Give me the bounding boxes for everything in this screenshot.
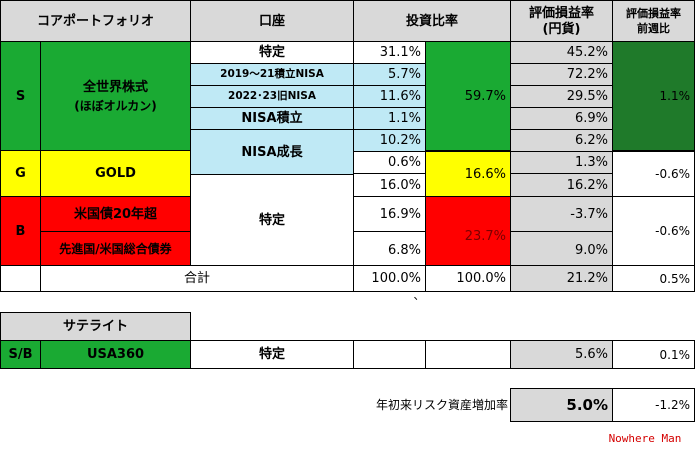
b-total-pct: 23.7%: [425, 196, 511, 266]
header-core: コアポートフォリオ: [0, 0, 191, 42]
s-account-nisa-2022: 2022･23旧NISA: [190, 85, 354, 108]
header-pnl-line1: 評価損益率: [528, 5, 594, 21]
risk-label: 年初来リスク資産増加率: [375, 398, 508, 412]
g-pnl-2: 16.2%: [510, 173, 613, 197]
satellite-account: 特定: [190, 340, 354, 369]
s-total-pct: 59.7%: [425, 41, 511, 151]
header-wow-line1: 評価損益率: [626, 7, 681, 20]
total-alloc-pct: 100.0%: [425, 265, 511, 292]
s-pnl-3: 29.5%: [510, 85, 613, 108]
satellite-header: サテライト: [0, 312, 191, 341]
b-asset-1-label: 米国債20年超: [73, 206, 158, 222]
b-pct-1: 16.9%: [353, 196, 426, 232]
s-pnl-5: 6.2%: [510, 129, 613, 152]
total-blank: [0, 265, 41, 292]
b-pnl-2: 9.0%: [510, 231, 613, 266]
satellite-code: S/B: [0, 340, 41, 369]
g-pct-1: 0.6%: [353, 151, 426, 174]
satellite-wow: 0.1%: [612, 340, 695, 369]
s-asset: 全世界株式 (ほぼオルカン): [40, 41, 191, 151]
b-wow: -0.6%: [612, 196, 695, 266]
s-asset-line1: 全世界株式: [82, 79, 148, 95]
satellite-alloc: [425, 340, 511, 369]
s-account-nisa-2019: 2019～21積立NISA: [190, 63, 354, 86]
risk-value: 5.0%: [510, 388, 613, 422]
total-pnl: 21.2%: [510, 265, 613, 292]
s-account-tokutei: 特定: [190, 41, 354, 64]
s-wow: 1.1%: [612, 41, 695, 151]
s-pnl-2: 72.2%: [510, 63, 613, 86]
g-code: G: [0, 150, 41, 197]
header-pnl-line2: (円貨): [542, 21, 581, 37]
satellite-pnl: 5.6%: [510, 340, 613, 369]
b-pnl-1: -3.7%: [510, 196, 613, 232]
header-pnl: 評価損益率 (円貨): [510, 0, 613, 42]
s-asset-line2: (ほぼオルカン): [74, 98, 157, 113]
gb-account-tokutei: 特定: [190, 174, 354, 266]
stray-mark: 、: [413, 288, 425, 302]
header-alloc: 投資比率: [353, 0, 511, 42]
s-pct-4: 1.1%: [353, 107, 426, 130]
b-code: B: [0, 196, 41, 266]
g-wow: -0.6%: [612, 151, 695, 197]
b-asset-2: 先進国/米国総合債券: [40, 231, 191, 266]
g-asset: GOLD: [40, 150, 191, 197]
s-pct-3: 11.6%: [353, 85, 426, 108]
s-pct-1: 31.1%: [353, 41, 426, 64]
s-account-nisa-tsumitate: NISA積立: [190, 107, 354, 130]
g-total-pct: 16.6%: [425, 151, 511, 197]
total-label: 合計: [40, 265, 354, 292]
header-wow: 評価損益率 前週比: [612, 0, 695, 42]
b-asset-1: 米国債20年超: [40, 196, 191, 232]
total-wow: 0.5%: [612, 265, 695, 292]
s-account-nisa-seicho: NISA成長: [190, 129, 354, 175]
s-pnl-4: 6.9%: [510, 107, 613, 130]
g-pnl-1: 1.3%: [510, 151, 613, 174]
g-pct-2: 16.0%: [353, 173, 426, 197]
satellite-asset: USA360: [40, 340, 191, 369]
s-code: S: [0, 41, 41, 151]
b-pct-2: 6.8%: [353, 231, 426, 266]
s-pct-5: 10.2%: [353, 129, 426, 152]
satellite-pct: [353, 340, 426, 369]
signature: Nowhere Man: [608, 431, 682, 445]
s-pnl-1: 45.2%: [510, 41, 613, 64]
header-wow-line2: 前週比: [637, 22, 670, 35]
s-pct-2: 5.7%: [353, 63, 426, 86]
risk-wow: -1.2%: [612, 388, 695, 422]
header-account: 口座: [190, 0, 354, 42]
